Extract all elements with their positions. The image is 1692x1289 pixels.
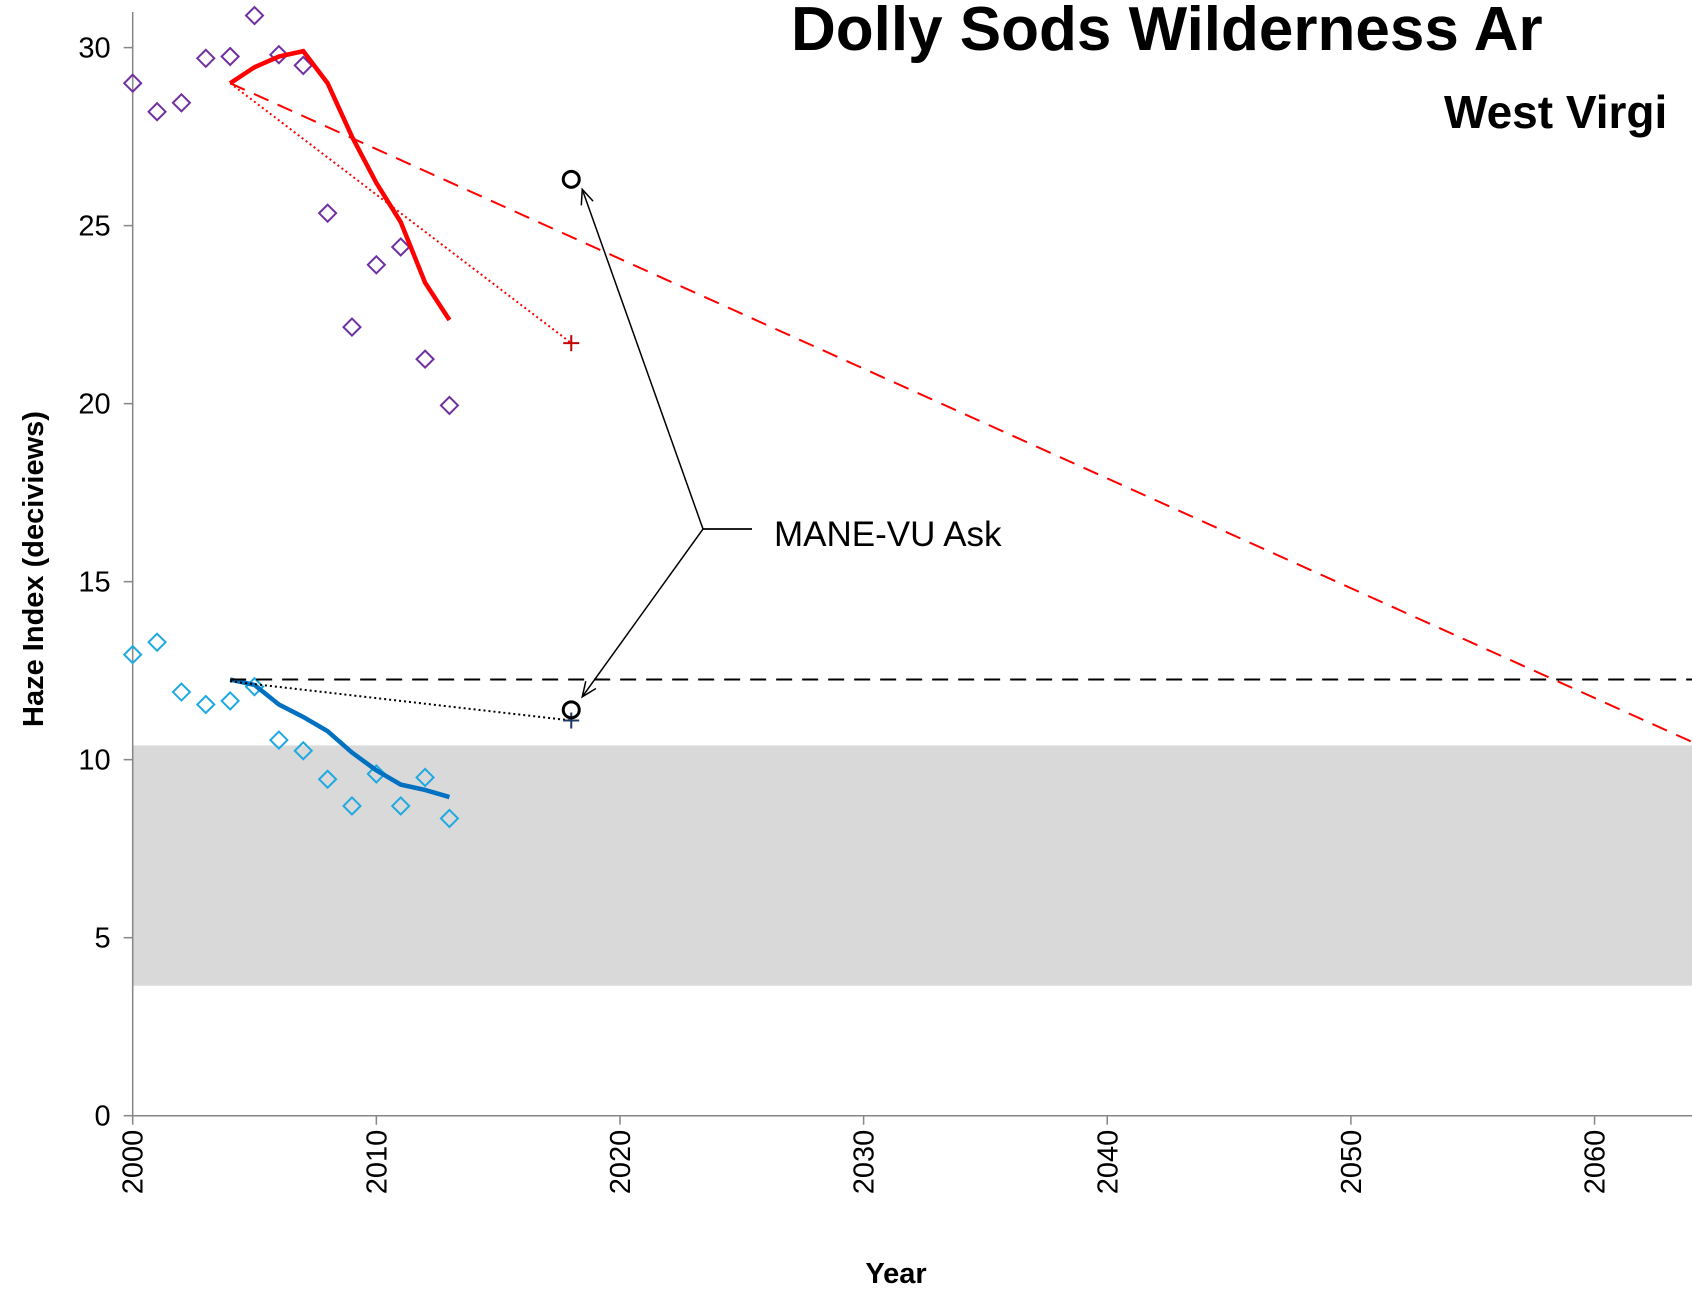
diamond-marker [366, 254, 387, 275]
diamond-marker [293, 740, 314, 761]
y-tick-label: 0 [95, 1101, 111, 1133]
diamond-marker [342, 796, 362, 816]
chart-subtitle: West Virgi [1444, 86, 1667, 138]
plot: 0 5 10 15 20 25 30 2000 2010 2020 2030 2040 2050 2060 [78, 5, 1692, 1195]
diamond-marker [317, 769, 338, 790]
annotation-arrow [581, 528, 752, 698]
chart-title: Dolly Sods Wilderness Ar [791, 0, 1543, 64]
plus-marker [563, 335, 580, 352]
diamond-marker [293, 55, 314, 76]
goal-band [132, 745, 1692, 986]
x-tick-label: 2060 [1580, 1130, 1612, 1195]
diamond-marker [268, 730, 289, 751]
x-axis-label: Year [865, 1258, 926, 1289]
diamond-marker [390, 796, 411, 816]
y-tick-label: 25 [78, 211, 110, 243]
diamond-marker [171, 682, 192, 702]
diamond-marker [439, 808, 460, 829]
x-tick-label: 2030 [849, 1130, 881, 1195]
x-tick-label: 2050 [1336, 1130, 1368, 1195]
arrow-head [581, 681, 597, 699]
line-solid [228, 48, 452, 322]
y-tick-label: 20 [78, 389, 110, 421]
diamond-marker [147, 101, 167, 122]
diamond-marker [195, 48, 216, 69]
diamond-marker [415, 349, 435, 370]
diamond-marker [268, 44, 289, 65]
plus-marker [563, 712, 580, 729]
y-tick-label: 30 [78, 33, 110, 65]
diamond-marker [147, 632, 167, 653]
diamond-marker [342, 317, 362, 338]
diamond-marker [171, 92, 192, 113]
line-solid [229, 677, 451, 800]
circle-marker [561, 700, 581, 720]
y-axis-label: Haze Index (deciviews) [18, 411, 50, 727]
annotation: MANE-VU Ask [774, 515, 1002, 554]
diamond-marker [122, 644, 143, 665]
line-dotted [230, 680, 572, 722]
diamond-marker [220, 46, 241, 67]
x-tick-label: 2000 [118, 1130, 150, 1195]
line-dashed [229, 82, 1692, 743]
diamond-marker [390, 237, 411, 257]
diamond-marker [220, 691, 241, 711]
x-tick-label: 2020 [605, 1130, 637, 1195]
line-dotted [229, 82, 572, 344]
annotation-arrow [581, 189, 752, 530]
x-tick-label: 2010 [361, 1130, 393, 1195]
diamond-marker [122, 73, 143, 94]
arrow-head [580, 187, 594, 206]
diamond-marker [244, 5, 265, 26]
diamond-marker [439, 395, 460, 416]
circle-marker [561, 169, 581, 189]
y-tick-label: 10 [78, 745, 110, 777]
y-tick-label: 5 [95, 923, 111, 955]
y-tick-label: 15 [78, 567, 110, 599]
diamond-marker [317, 203, 338, 224]
x-tick-label: 2040 [1092, 1130, 1124, 1195]
diamond-marker [195, 694, 216, 715]
diamond-marker [415, 767, 435, 788]
